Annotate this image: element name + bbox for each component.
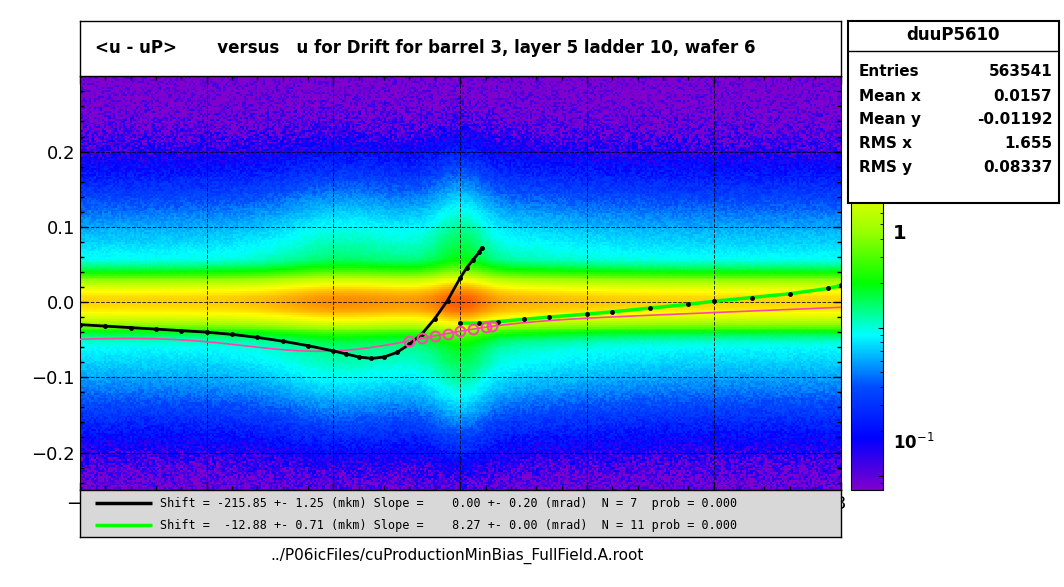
- Text: 1.655: 1.655: [1004, 136, 1052, 151]
- Text: 10: 10: [893, 76, 919, 95]
- Text: RMS x: RMS x: [859, 136, 912, 151]
- Text: <u - uP>       versus   u for Drift for barrel 3, layer 5 ladder 10, wafer 6: <u - uP> versus u for Drift for barrel 3…: [95, 39, 755, 58]
- Text: ../P06icFiles/cuProductionMinBias_FullField.A.root: ../P06icFiles/cuProductionMinBias_FullFi…: [271, 547, 644, 564]
- Text: 0.0157: 0.0157: [994, 89, 1052, 103]
- Text: RMS y: RMS y: [859, 160, 912, 174]
- Text: -0.01192: -0.01192: [977, 112, 1052, 127]
- Text: Mean y: Mean y: [859, 112, 920, 127]
- Text: 1: 1: [893, 224, 907, 243]
- Text: 563541: 563541: [988, 64, 1052, 79]
- Text: Shift = -215.85 +- 1.25 (mkm) Slope =    0.00 +- 0.20 (mrad)  N = 7  prob = 0.00: Shift = -215.85 +- 1.25 (mkm) Slope = 0.…: [160, 497, 736, 510]
- Text: 0.08337: 0.08337: [983, 160, 1052, 174]
- Text: duuP5610: duuP5610: [907, 26, 1000, 44]
- Text: 10$^{-1}$: 10$^{-1}$: [893, 433, 934, 453]
- Text: Entries: Entries: [859, 64, 919, 79]
- Text: Shift =  -12.88 +- 0.71 (mkm) Slope =    8.27 +- 0.00 (mrad)  N = 11 prob = 0.00: Shift = -12.88 +- 0.71 (mkm) Slope = 8.2…: [160, 519, 736, 532]
- Text: Mean x: Mean x: [859, 89, 920, 103]
